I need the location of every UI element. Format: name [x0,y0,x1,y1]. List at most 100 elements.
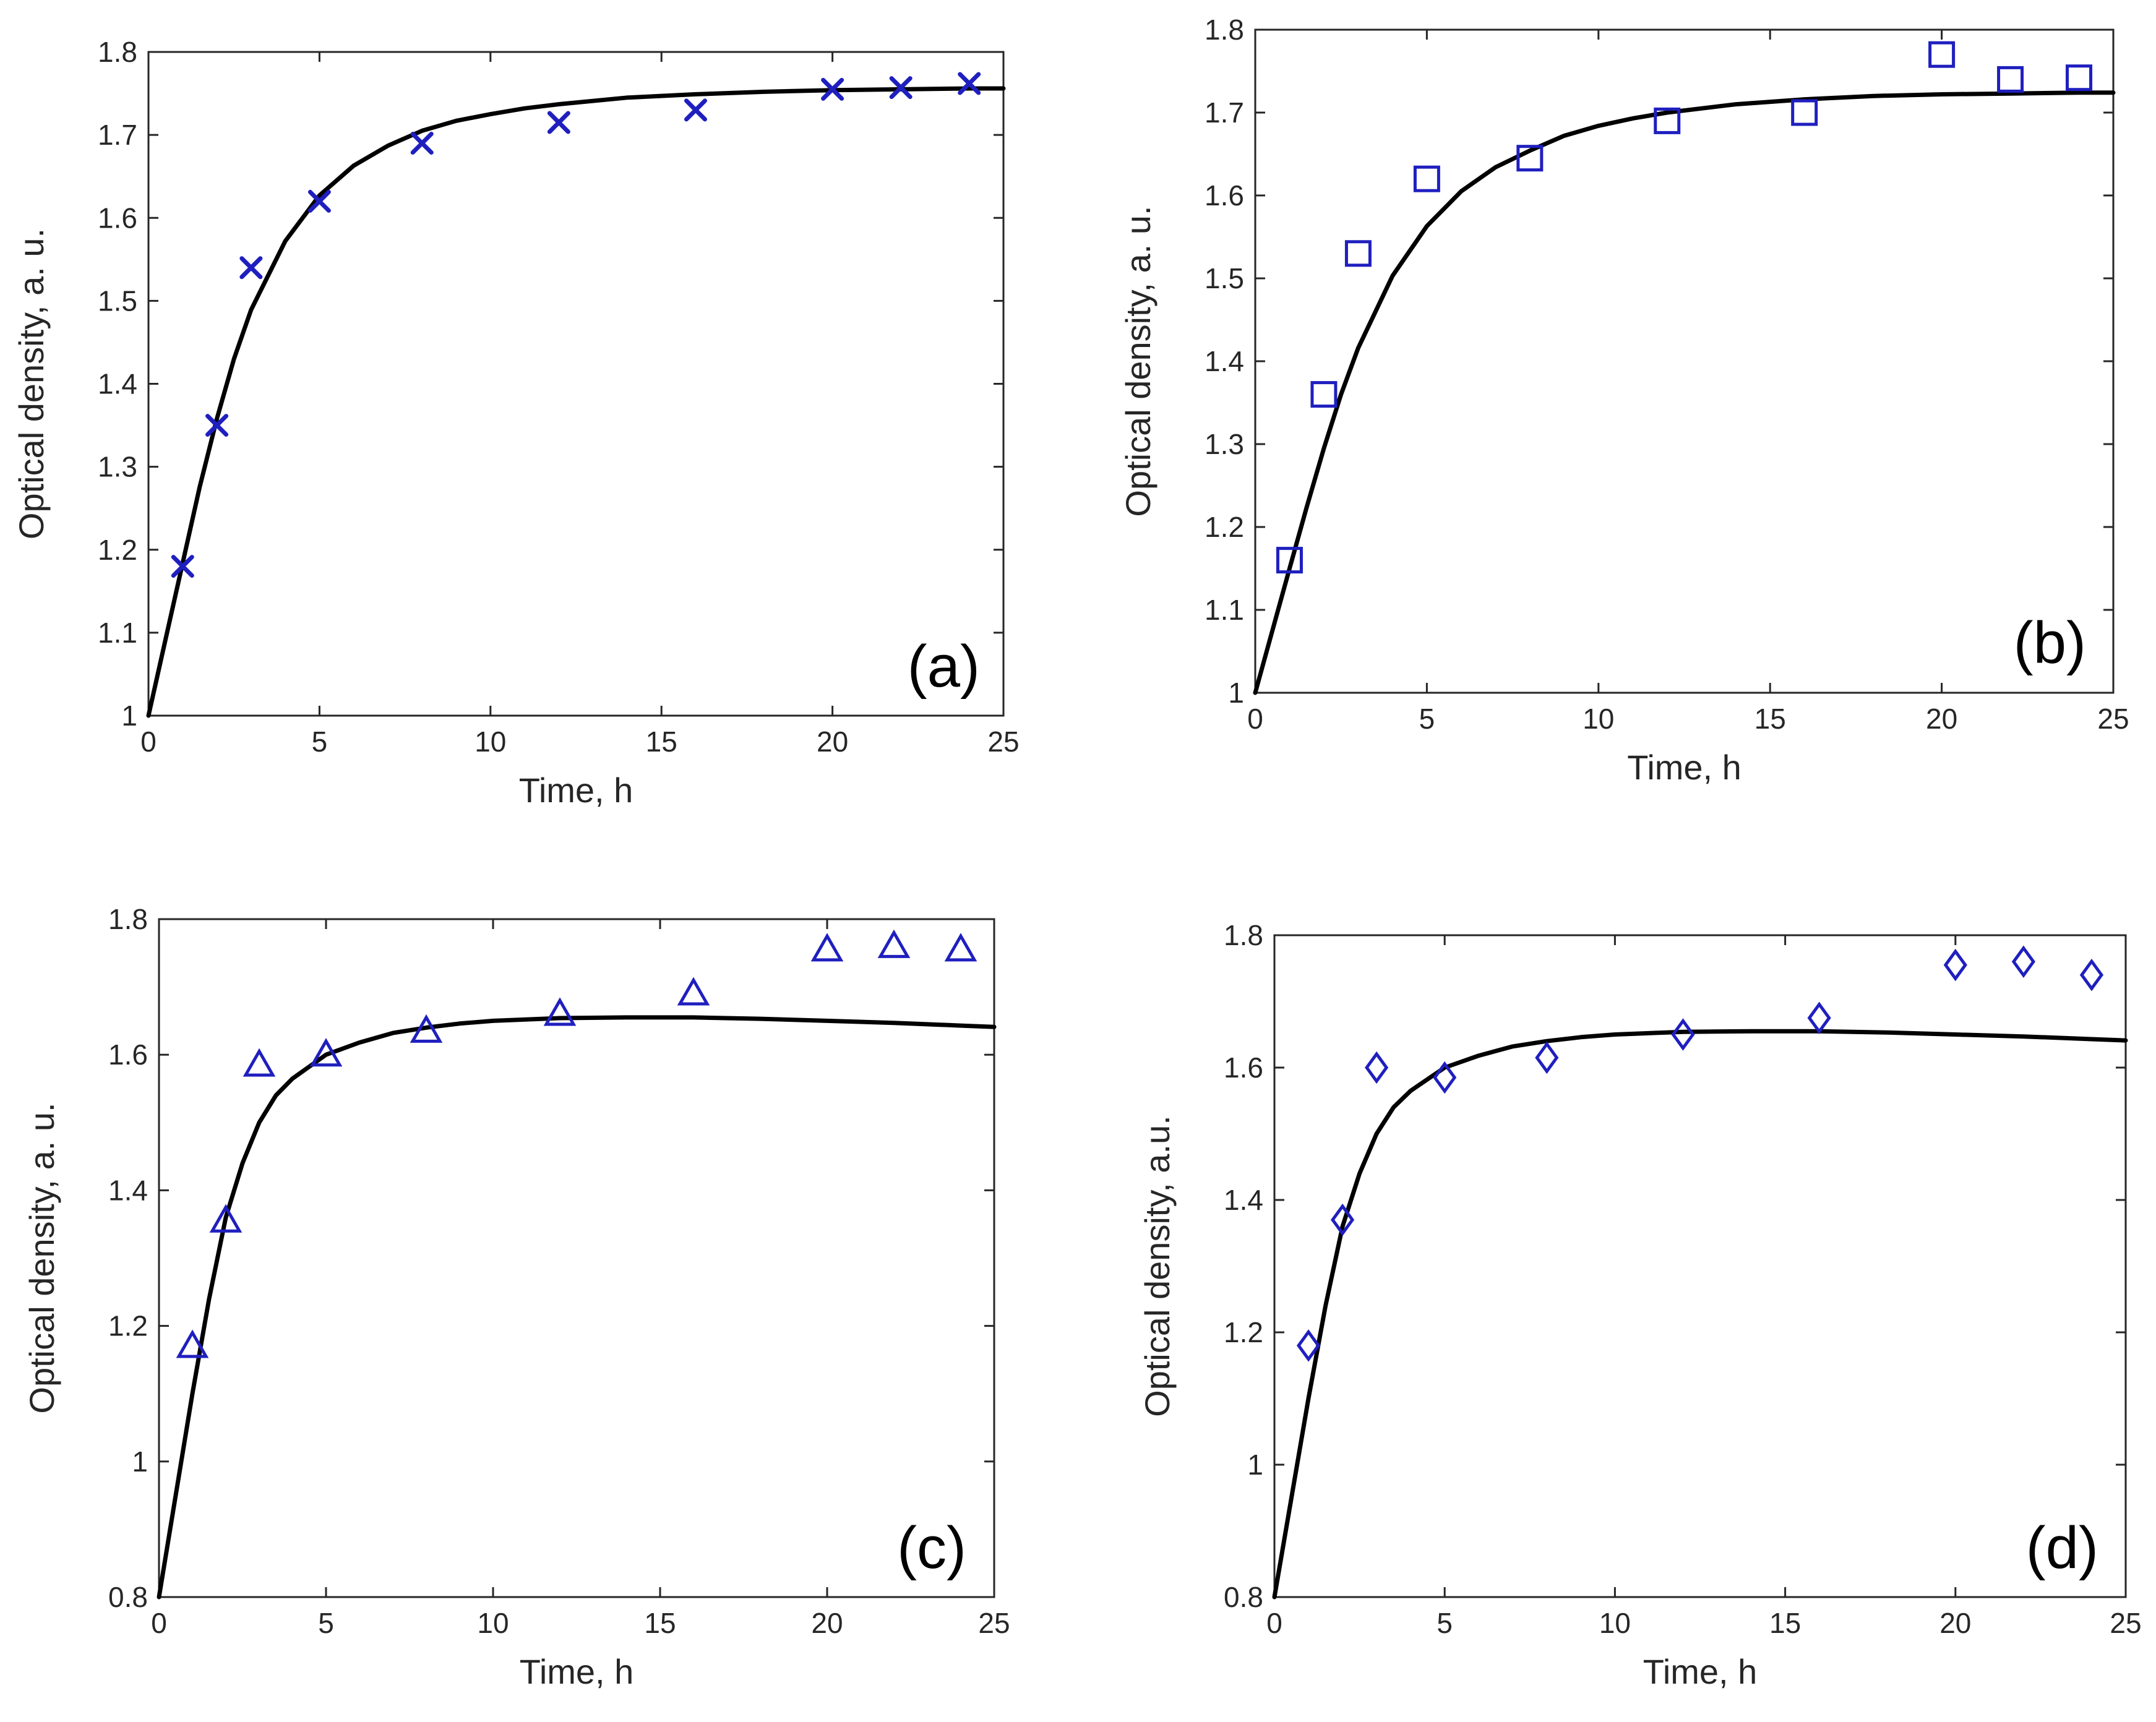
x-tick-label: 25 [978,1607,1010,1639]
x-tick-label: 0 [1266,1607,1282,1639]
x-axis-title: Time, h [1643,1652,1758,1691]
data-point-diamond-marker [1296,1329,1321,1362]
data-point-diamond-marker [1330,1203,1355,1236]
y-tick-label: 1.2 [1224,1316,1263,1348]
y-tick-label: 1.2 [108,1310,148,1342]
data-point-diamond-marker [1433,1061,1457,1094]
data-point-diamond-marker [1671,1018,1695,1051]
y-tick-label: 1.6 [98,202,137,234]
y-axis-title: Optical density, a. u. [12,228,51,539]
y-axis-title: Optical density, a.u. [1138,1115,1177,1417]
data-point-square-marker [1276,547,1303,574]
y-tick-label: 1.8 [108,903,148,935]
data-point-diamond-marker [2079,958,2104,992]
fit-curve [157,1015,997,1600]
y-tick-label: 1 [1247,1449,1263,1481]
y-tick-label: 1.1 [1205,594,1244,626]
x-tick-label: 25 [987,726,1019,758]
plot-frame [158,918,995,1598]
fit-curve [146,86,1006,718]
plot-frame [147,51,1005,717]
x-tick-label: 20 [817,726,848,758]
y-tick-label: 1.8 [1205,14,1244,46]
data-point-square-marker [1310,381,1338,408]
y-tick-label: 1.4 [1205,345,1244,377]
data-point-triangle-marker [543,997,577,1026]
y-tick-label: 1.8 [1224,919,1263,951]
y-tick-label: 0.8 [1224,1581,1263,1613]
data-point-x-marker [889,76,913,100]
x-tick-label: 5 [1437,1607,1453,1639]
data-point-triangle-marker [410,1014,443,1043]
x-tick-label: 25 [2110,1607,2141,1639]
y-tick-label: 1.5 [98,285,137,317]
data-point-triangle-marker [877,929,911,958]
data-point-diamond-marker [1535,1041,1559,1074]
y-tick-label: 1.1 [98,617,137,649]
x-tick-label: 20 [1939,1607,1971,1639]
fit-curve [1253,90,2116,695]
x-tick-label: 5 [312,726,328,758]
chart-panel-b: 0 5 10 15 20 25 1 1.1 1.2 1.3 1.4 1.5 1.6 1.7 1.8 Time,… [1119,14,2129,787]
x-tick-label: 10 [1599,1607,1631,1639]
data-point-square-marker [1928,41,1956,68]
data-point-square-marker [2066,64,2093,92]
data-point-triangle-marker [944,933,977,962]
x-tick-label: 15 [1769,1607,1801,1639]
y-tick-label: 1.6 [1205,179,1244,212]
data-point-triangle-marker [810,933,844,962]
x-tick-label: 10 [477,1607,509,1639]
y-tick-label: 1.4 [98,368,137,400]
chart-panel-a: 0 5 10 15 20 25 1 1.1 1.2 1.3 1.4 1.5 1.6 1.7 1.8 Time,… [12,36,1020,810]
data-point-square-marker [1654,107,1681,134]
y-axis-title: Optical density, a. u. [1119,205,1157,516]
x-axis-title: Time, h [1627,748,1742,787]
x-tick-label: 0 [140,726,157,758]
x-tick-label: 20 [1926,703,1957,735]
plot-frame [1254,28,2115,694]
panel-label: (b) [2014,610,2086,676]
y-tick-label: 1.3 [1205,428,1244,460]
data-point-x-marker [307,189,331,213]
data-point-diamond-marker [1943,948,1967,982]
y-tick-label: 1.7 [1205,96,1244,129]
x-tick-label: 15 [646,726,677,758]
y-tick-label: 1.7 [98,119,137,151]
x-tick-label: 10 [1583,703,1614,735]
y-tick-label: 1.8 [98,36,137,68]
data-point-x-marker [958,72,981,95]
data-point-triangle-marker [677,977,710,1006]
data-point-x-marker [205,414,229,437]
chart-panel-c: 0 5 10 15 20 25 0.8 1 1.2 1.4 1.6 1.8 Time, h Optical… [22,903,1010,1691]
data-point-square-marker [1516,145,1544,172]
x-tick-label: 15 [644,1607,676,1639]
chart-panel-d: 0 5 10 15 20 25 0.8 1 1.2 1.4 1.6 1.8 Time, h Optical… [1138,919,2142,1691]
x-tick-label: 25 [2097,703,2129,735]
x-tick-label: 5 [1419,703,1435,735]
data-point-square-marker [1344,240,1372,267]
plot-frame [1273,934,2127,1598]
x-tick-label: 0 [151,1607,167,1639]
y-tick-label: 1.5 [1205,262,1244,294]
x-tick-label: 10 [475,726,506,758]
data-point-triangle-marker [243,1048,276,1077]
y-axis-title: Optical density, a. u. [22,1102,61,1413]
data-point-x-marker [239,256,263,280]
y-tick-label: 1.6 [1224,1052,1263,1084]
data-point-x-marker [171,555,194,578]
y-tick-label: 1.2 [1205,511,1244,543]
data-point-diamond-marker [1807,1001,1831,1035]
x-tick-label: 5 [318,1607,334,1639]
data-point-triangle-marker [209,1204,243,1233]
x-tick-label: 0 [1247,703,1263,735]
data-point-square-marker [1997,66,2024,93]
data-point-x-marker [821,77,844,101]
data-point-square-marker [1791,99,1818,126]
x-axis-title: Time, h [519,771,633,810]
data-point-square-marker [1413,165,1440,192]
y-tick-label: 1.4 [108,1174,148,1206]
fit-curve [1272,1029,2128,1600]
y-tick-label: 1.2 [98,534,137,566]
data-point-x-marker [410,132,434,155]
